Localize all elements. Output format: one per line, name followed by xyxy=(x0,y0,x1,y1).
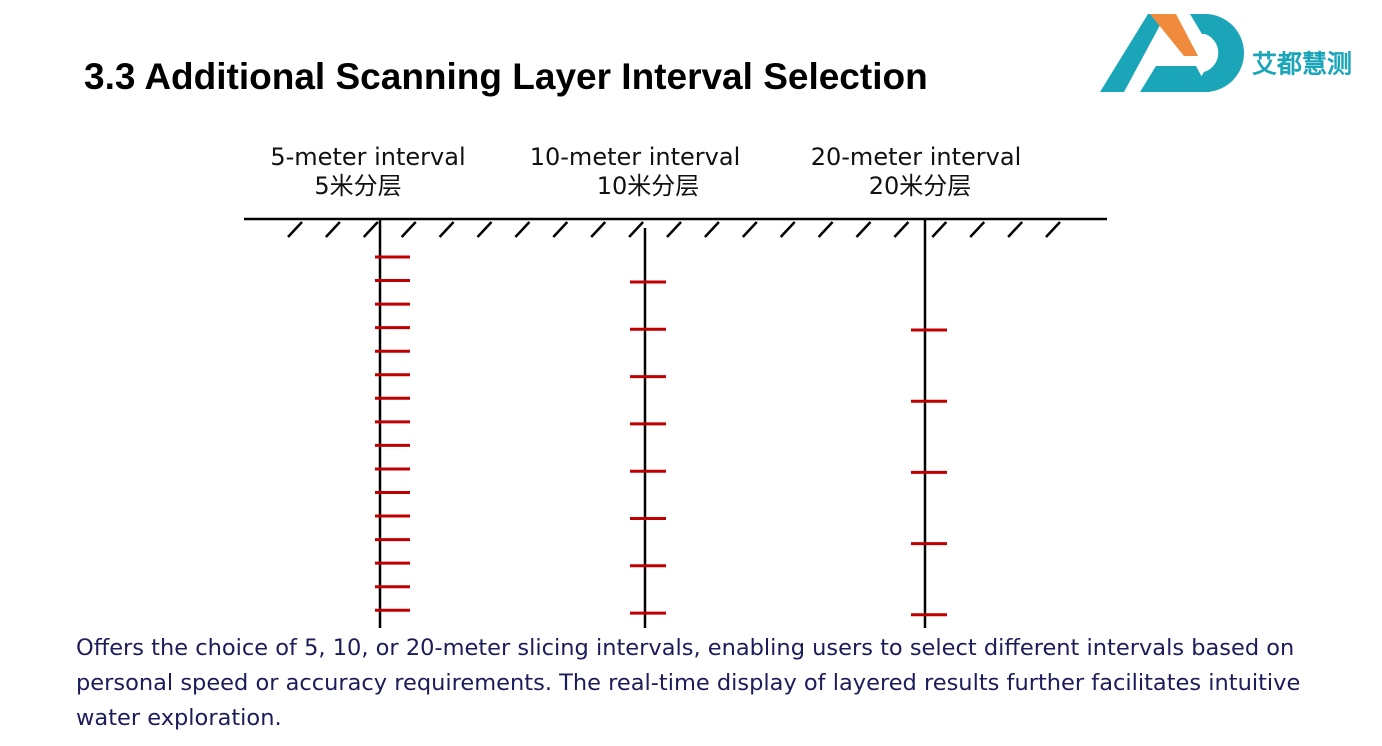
column-label: 20-meter interval xyxy=(811,143,1022,171)
column-label-zh: 20米分层 xyxy=(869,172,972,200)
column-label-zh: 10米分层 xyxy=(597,172,700,200)
description-line: water exploration. xyxy=(76,705,282,731)
hatch xyxy=(855,221,872,238)
slide-title: 3.3 Additional Scanning Layer Interval S… xyxy=(84,56,928,97)
hatch xyxy=(476,221,493,238)
column-label: 5-meter interval xyxy=(270,143,465,171)
description-line: personal speed or accuracy requirements.… xyxy=(76,670,1300,696)
hatch xyxy=(324,221,341,238)
hatch xyxy=(817,221,834,238)
wells xyxy=(375,219,947,628)
logo-a-base xyxy=(1140,66,1210,92)
logo: 艾都慧测 xyxy=(1100,14,1352,92)
hatch xyxy=(1007,221,1024,238)
hatch xyxy=(703,221,720,238)
logo-d xyxy=(1190,14,1244,92)
hatch xyxy=(514,221,531,238)
logo-a-accent xyxy=(1150,14,1198,56)
hatch xyxy=(590,221,607,238)
logo-text: 艾都慧测 xyxy=(1252,50,1352,79)
hatch xyxy=(400,221,417,238)
hatch xyxy=(779,221,796,238)
hatch xyxy=(931,221,948,238)
hatch xyxy=(666,221,682,238)
hatch xyxy=(628,221,645,238)
hatch xyxy=(362,221,379,238)
ground-hatching xyxy=(287,221,1061,238)
logo-a-left xyxy=(1100,14,1166,92)
column-label-zh: 5米分层 xyxy=(314,172,401,200)
hatch xyxy=(893,221,910,238)
column-label: 10-meter interval xyxy=(530,143,741,171)
hatch xyxy=(438,221,455,238)
hatch xyxy=(552,221,569,238)
hatch xyxy=(969,221,986,238)
hatch xyxy=(741,221,758,238)
hatch xyxy=(287,221,303,238)
hatch xyxy=(1045,221,1061,238)
description-line: Offers the choice of 5, 10, or 20-meter … xyxy=(76,635,1294,661)
